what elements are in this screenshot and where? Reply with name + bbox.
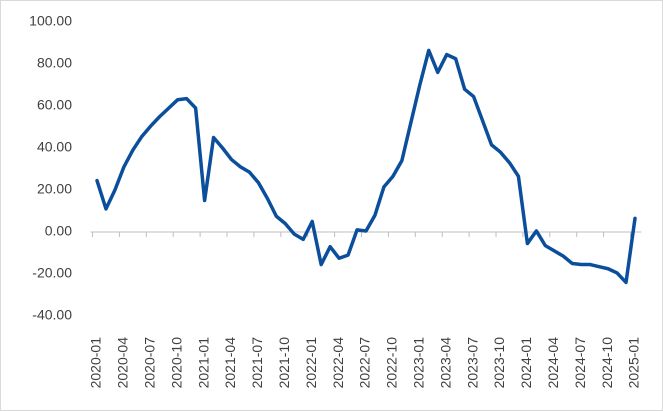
y-tick-label: 80.00 xyxy=(37,55,72,71)
y-tick-label: 40.00 xyxy=(37,139,72,155)
x-tick-label: 2021-04 xyxy=(222,337,238,389)
x-tick-label: 2021-10 xyxy=(276,337,292,389)
x-tick-label: 2022-01 xyxy=(303,337,319,389)
x-tick-label: 2020-07 xyxy=(142,337,158,389)
x-tick-label: 2022-10 xyxy=(384,337,400,389)
x-tick-label: 2023-04 xyxy=(437,337,453,389)
x-tick-label: 2023-01 xyxy=(411,337,427,389)
y-tick-label: 100.00 xyxy=(29,13,72,29)
x-tick-label: 2024-01 xyxy=(518,337,534,389)
x-tick-label: 2020-10 xyxy=(168,337,184,389)
line-series xyxy=(95,48,637,285)
y-tick-label: 20.00 xyxy=(37,181,72,197)
x-tick-label: 2021-01 xyxy=(195,337,211,389)
x-tick-label: 2020-01 xyxy=(88,337,104,389)
y-tick-label: -20.00 xyxy=(32,265,72,281)
x-tick-label: 2022-07 xyxy=(357,337,373,389)
x-tick-label: 2024-04 xyxy=(545,337,561,389)
y-tick-label: -40.00 xyxy=(32,307,72,323)
y-tick-label: 60.00 xyxy=(37,97,72,113)
x-tick-label: 2022-04 xyxy=(330,337,346,389)
x-tick-label: 2025-01 xyxy=(626,337,642,389)
x-tick-label: 2023-10 xyxy=(491,337,507,389)
x-tick-label: 2021-07 xyxy=(249,337,265,389)
y-tick-label: 0.00 xyxy=(45,223,72,239)
x-tick-label: 2024-07 xyxy=(572,337,588,389)
x-tick-label: 2024-10 xyxy=(599,337,615,389)
x-tick-label: 2023-07 xyxy=(464,337,480,389)
x-tick-label: 2020-04 xyxy=(115,337,131,389)
